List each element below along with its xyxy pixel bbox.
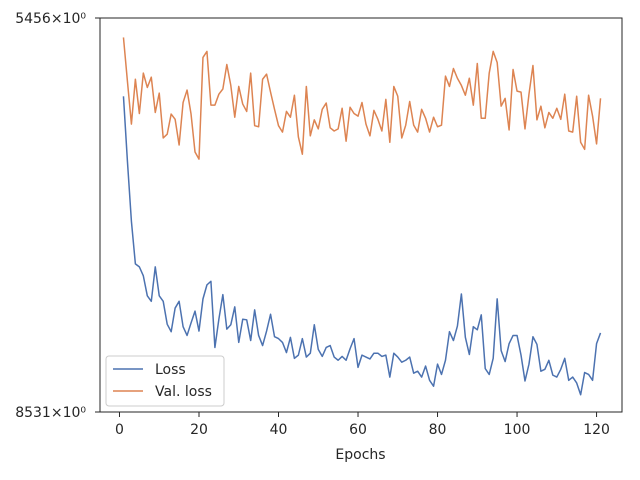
y-tick-label: 8531×10⁰ — [15, 405, 86, 421]
line-series — [122, 37, 602, 160]
x-tick-label: 120 — [583, 422, 610, 438]
x-tick-label: 100 — [504, 422, 531, 438]
line-series — [122, 96, 602, 396]
x-tick-label: 0 — [115, 422, 124, 438]
legend-label: Val. loss — [155, 384, 212, 400]
x-axis-label: Epochs — [335, 447, 385, 463]
y-tick-label: 5456×10⁰ — [15, 11, 86, 27]
legend: Loss Val. loss — [105, 355, 225, 407]
plot-frame — [99, 17, 623, 413]
x-tick-label: 60 — [349, 422, 367, 438]
x-tick-label: 20 — [190, 422, 208, 438]
x-tick-label: 80 — [429, 422, 447, 438]
x-tick-label: 40 — [270, 422, 288, 438]
legend-label: Loss — [155, 362, 186, 378]
